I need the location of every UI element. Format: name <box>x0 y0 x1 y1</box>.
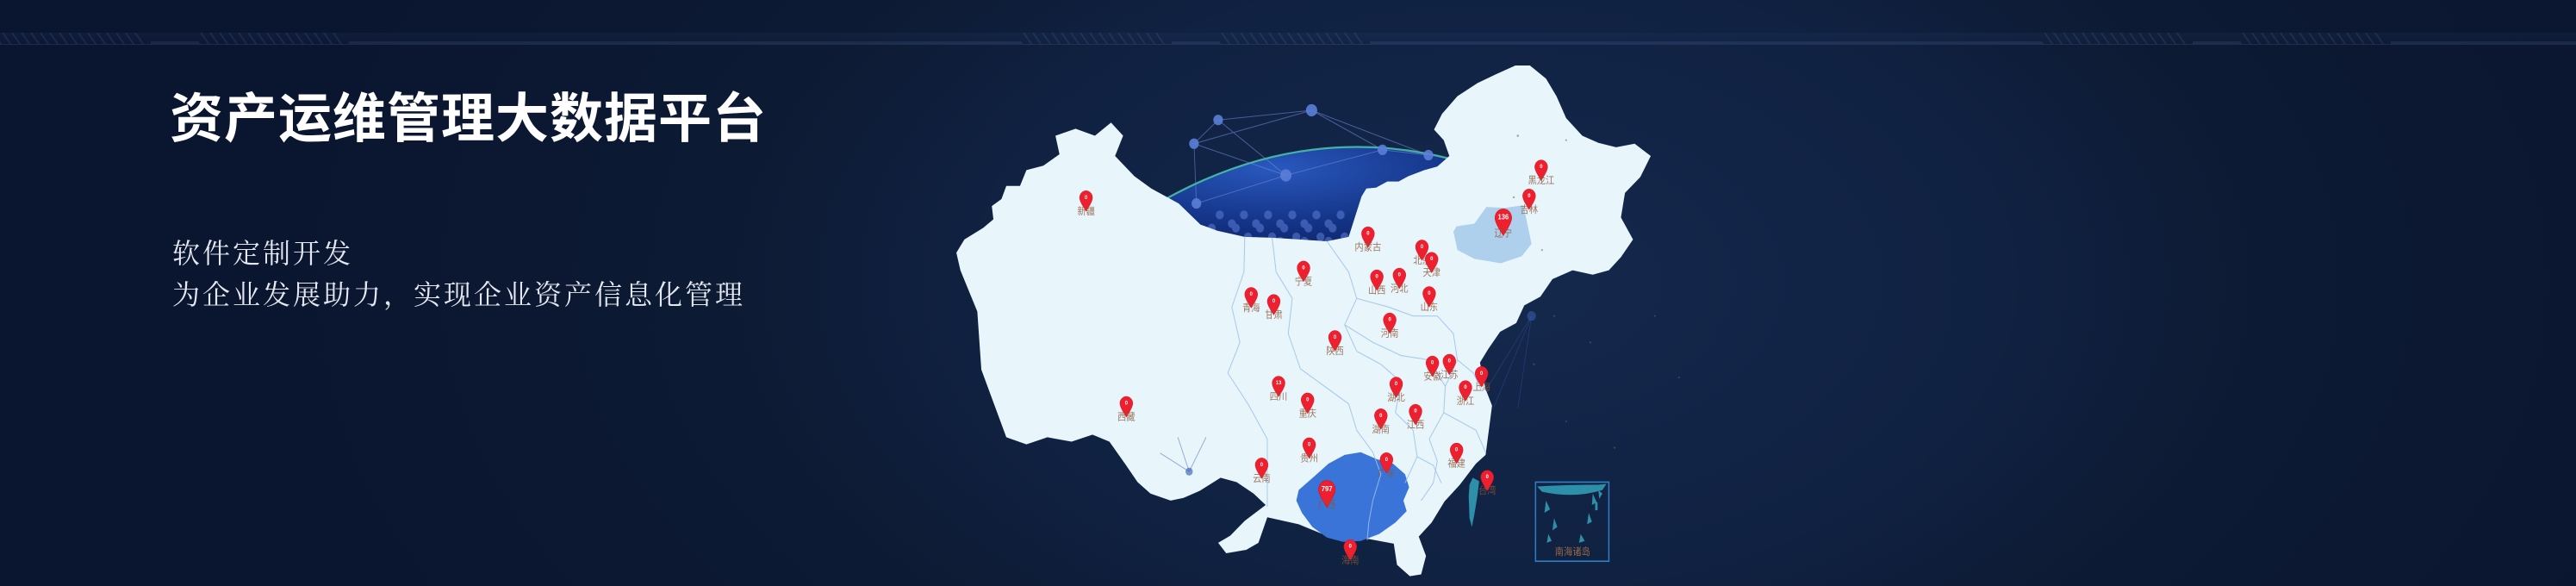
svg-text:浙江: 浙江 <box>1457 395 1475 408</box>
svg-text:0: 0 <box>1250 291 1254 297</box>
svg-text:0: 0 <box>1349 544 1353 550</box>
svg-text:河北: 河北 <box>1391 282 1409 296</box>
svg-text:安徽: 安徽 <box>1423 370 1441 383</box>
svg-text:新疆: 新疆 <box>1077 204 1095 218</box>
svg-text:云南: 云南 <box>1253 471 1271 485</box>
svg-text:天津: 天津 <box>1422 266 1440 280</box>
svg-text:台湾: 台湾 <box>1478 484 1496 498</box>
svg-text:0: 0 <box>1260 462 1264 468</box>
svg-text:0: 0 <box>1421 244 1424 250</box>
svg-text:南海诸岛: 南海诸岛 <box>1555 545 1590 559</box>
svg-text:0: 0 <box>1388 316 1391 322</box>
svg-text:宁夏: 宁夏 <box>1295 275 1313 289</box>
svg-text:山西: 山西 <box>1368 284 1386 297</box>
svg-text:内蒙古: 内蒙古 <box>1354 240 1381 254</box>
svg-text:0: 0 <box>1430 256 1434 262</box>
svg-text:湖北: 湖北 <box>1387 391 1405 405</box>
svg-text:0: 0 <box>1448 358 1452 364</box>
svg-text:西藏: 西藏 <box>1117 410 1136 424</box>
svg-text:0: 0 <box>1308 441 1311 447</box>
svg-text:0: 0 <box>1385 457 1389 463</box>
svg-text:福建: 福建 <box>1447 457 1465 471</box>
svg-text:0: 0 <box>1464 384 1467 390</box>
svg-text:广东: 广东 <box>1378 466 1396 480</box>
svg-text:0: 0 <box>1398 271 1402 277</box>
svg-text:0: 0 <box>1486 474 1490 480</box>
svg-text:0: 0 <box>1540 164 1543 170</box>
svg-text:重庆: 重庆 <box>1298 407 1316 421</box>
svg-text:0: 0 <box>1306 396 1310 402</box>
svg-text:0: 0 <box>1272 298 1276 304</box>
svg-text:甘肃: 甘肃 <box>1265 309 1283 322</box>
svg-text:0: 0 <box>1480 371 1484 377</box>
svg-text:0: 0 <box>1428 290 1431 296</box>
svg-text:青海: 青海 <box>1242 302 1260 315</box>
svg-text:0: 0 <box>1085 195 1088 201</box>
svg-text:0: 0 <box>1431 359 1434 365</box>
svg-text:0: 0 <box>1414 408 1417 414</box>
svg-text:湖南: 湖南 <box>1372 422 1391 436</box>
svg-text:四川: 四川 <box>1270 390 1288 404</box>
svg-text:河南: 河南 <box>1381 327 1399 340</box>
svg-text:江苏: 江苏 <box>1440 368 1459 382</box>
svg-text:0: 0 <box>1395 381 1398 387</box>
svg-text:0: 0 <box>1125 400 1129 406</box>
svg-text:黑龙江: 黑龙江 <box>1528 174 1554 188</box>
svg-text:0: 0 <box>1375 273 1378 279</box>
svg-text:797: 797 <box>1322 485 1333 493</box>
svg-text:0: 0 <box>1334 334 1337 340</box>
svg-text:广西: 广西 <box>1318 498 1336 512</box>
svg-text:13: 13 <box>1276 380 1282 386</box>
svg-text:0: 0 <box>1528 193 1531 199</box>
svg-text:0: 0 <box>1455 446 1459 452</box>
svg-text:0: 0 <box>1302 265 1305 271</box>
svg-text:0: 0 <box>1379 413 1383 419</box>
svg-text:吉林: 吉林 <box>1521 203 1539 216</box>
svg-text:0: 0 <box>1366 230 1370 236</box>
svg-text:辽宁: 辽宁 <box>1495 227 1513 240</box>
svg-text:陕西: 陕西 <box>1326 345 1344 358</box>
svg-text:136: 136 <box>1498 213 1509 221</box>
svg-text:贵州: 贵州 <box>1300 452 1318 465</box>
svg-text:山东: 山东 <box>1421 301 1439 315</box>
svg-text:江西: 江西 <box>1407 418 1425 432</box>
svg-text:海南: 海南 <box>1341 553 1360 567</box>
